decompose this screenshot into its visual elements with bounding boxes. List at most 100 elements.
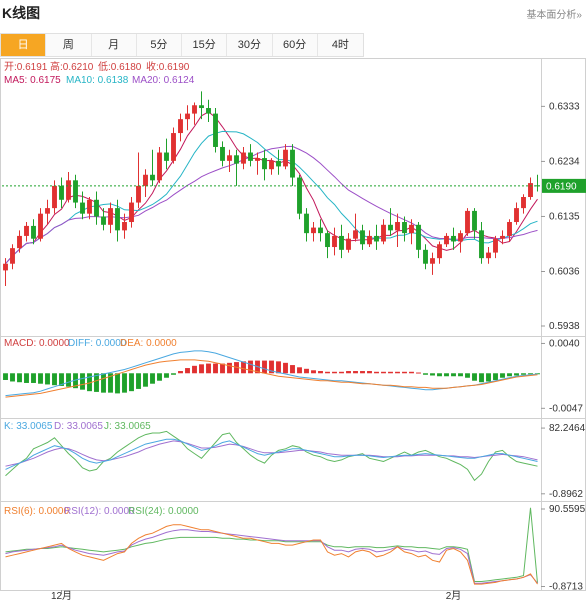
macd-bar-32 [227,362,232,374]
page-title: K线图 [2,5,41,21]
candle-body-57 [402,222,407,234]
candle-body-35 [248,152,253,161]
macd-bar-58 [409,371,414,374]
macd-bar-60 [423,373,428,375]
candle-body-74 [521,197,526,209]
ohlc-open: 开:0.6191 [4,62,48,73]
candle-body-5 [38,213,43,239]
tab-2[interactable]: 月 [92,34,137,56]
candle-body-1 [10,248,15,264]
candle-body-43 [304,213,309,234]
macd-bar-41 [290,365,295,374]
tab-5[interactable]: 30分 [227,34,273,56]
candle-body-13 [94,199,99,217]
candle-body-52 [367,235,372,245]
candle-body-38 [269,160,274,170]
header: K线图 基本面分析» [0,0,586,26]
last-price-label: 0.6190 [546,181,577,192]
price-tick-1: 0.6234 [549,156,580,167]
tab-0[interactable]: 日 [1,34,47,56]
rsi24-label: RSI(24): 0.0000 [128,506,199,517]
candle-body-53 [374,235,379,242]
candle-body-50 [353,230,358,239]
kdj-tick-1: -0.8962 [549,489,583,500]
candle-body-27 [192,105,197,114]
macd-bar-69 [486,373,491,382]
macd-bar-65 [458,373,463,377]
macd-bar-66 [465,373,470,378]
candle-body-60 [423,249,428,264]
candle-body-15 [108,208,113,225]
macd-bar-74 [521,373,526,375]
candle-body-33 [234,155,239,164]
macd-bar-8 [59,373,64,386]
last-price-badge [542,178,586,193]
candle-body-30 [213,113,218,147]
candle-body-34 [241,152,246,164]
price-tick-0: 0.6333 [549,101,580,112]
macd-bar-68 [479,373,484,383]
macd-bar-47 [332,371,337,374]
macd-bar-64 [451,373,456,377]
candle-body-10 [73,180,78,203]
candle-body-76 [535,185,540,187]
candle-body-69 [486,252,491,259]
macd-bar-76 [535,373,540,375]
candle-body-39 [276,160,281,167]
candle-body-58 [409,224,414,234]
candle-body-46 [325,233,330,248]
candle-body-55 [388,224,393,231]
fundamental-analysis-link[interactable]: 基本面分析» [526,10,582,21]
tab-3[interactable]: 5分 [137,34,182,56]
candle-body-42 [297,177,302,214]
macd-bar-23 [164,373,169,378]
candle-body-29 [206,108,211,114]
candle-body-72 [507,222,512,236]
tab-4[interactable]: 15分 [182,34,228,56]
dea-line [5,359,538,398]
macd-bar-34 [241,361,246,374]
candle-body-17 [122,222,127,231]
macd-bar-16 [115,373,120,394]
candle-body-51 [360,230,365,245]
candle-body-48 [339,235,344,250]
j-line [5,430,538,482]
candle-body-8 [59,185,64,200]
candle-body-54 [381,224,386,242]
macd-bar-50 [353,371,358,374]
tab-6[interactable]: 60分 [273,34,318,56]
candle-body-62 [437,244,442,259]
macd-bar-7 [52,373,57,386]
price-tick-2: 0.6135 [549,211,580,222]
macd-bar-72 [507,373,512,377]
tab-7[interactable]: 4时 [331,39,349,51]
macd-bar-10 [73,373,78,389]
macd-bar-29 [206,363,211,374]
macd-bar-55 [388,371,393,374]
candle-body-7 [52,185,57,209]
macd-bar-2 [17,373,22,383]
candle-body-22 [157,152,162,181]
macd-bar-61 [430,373,435,376]
candle-body-19 [136,185,141,203]
macd-bar-18 [129,373,134,392]
candle-body-6 [45,208,50,214]
ma5-label: MA5: 0.6175 [4,75,61,86]
ohlc-high: 高:0.6210 [50,60,94,73]
candle-body-16 [115,208,120,231]
period-tabs: 日周月 5分 15分 30分 60分 4时 [0,33,364,57]
d-label: D: 33.0065 [54,421,103,432]
rsi-tick-0: 90.5595 [549,504,586,515]
macd-bar-56 [395,371,400,374]
macd-bar-45 [318,371,323,374]
macd-bar-57 [402,371,407,374]
candle-body-20 [143,174,148,186]
candle-body-71 [500,235,505,239]
macd-bar-39 [276,361,281,374]
candle-body-3 [24,225,29,236]
macd-bar-37 [262,360,267,374]
macd-bar-22 [157,373,162,381]
macd-bar-12 [87,373,92,392]
tab-1[interactable]: 周 [46,34,92,56]
